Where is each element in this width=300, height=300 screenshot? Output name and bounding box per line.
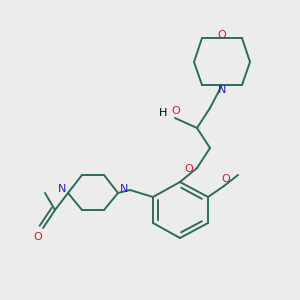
Text: O: O xyxy=(172,106,180,116)
Text: N: N xyxy=(218,85,226,95)
Text: O: O xyxy=(34,232,42,242)
Text: N: N xyxy=(58,184,66,194)
Text: H: H xyxy=(159,108,167,118)
Text: O: O xyxy=(184,164,194,174)
Text: O: O xyxy=(218,30,226,40)
Text: N: N xyxy=(120,184,128,194)
Text: O: O xyxy=(222,174,230,184)
